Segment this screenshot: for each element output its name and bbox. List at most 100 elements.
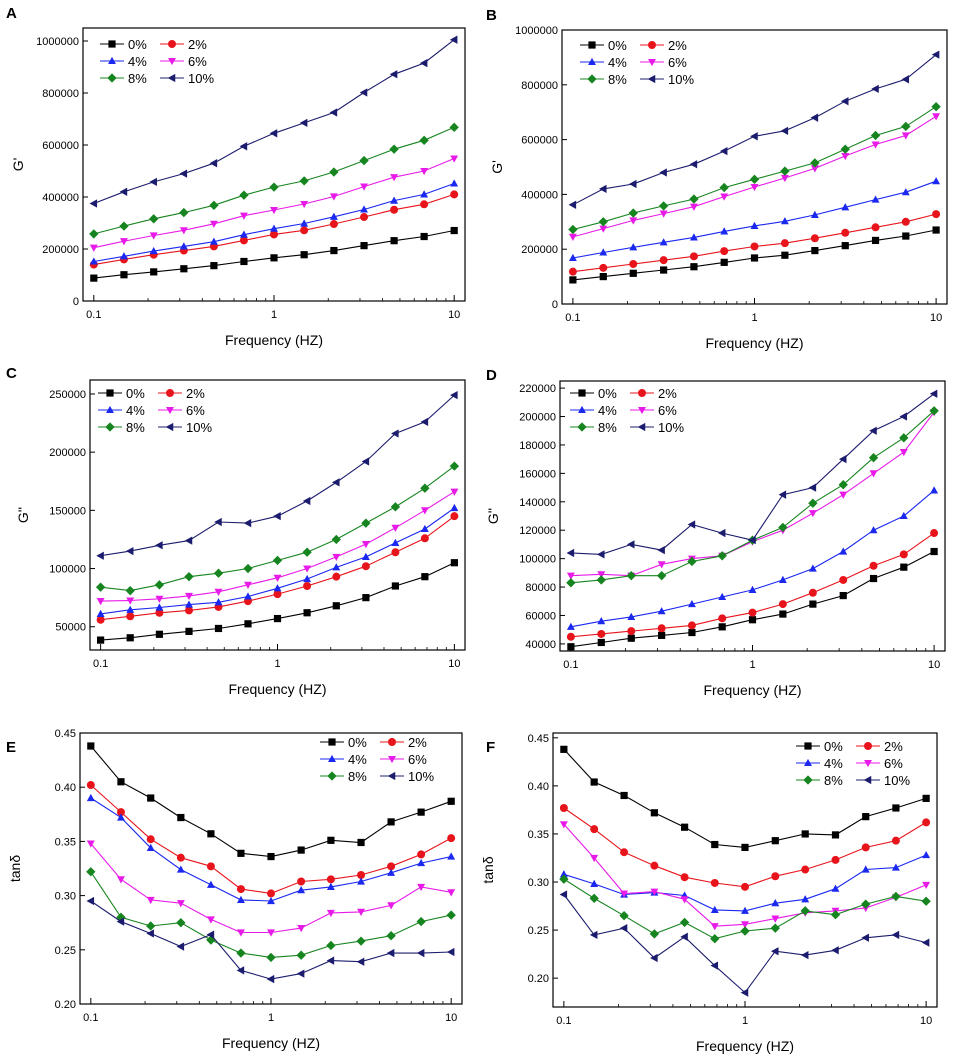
data-point [391,538,400,546]
legend-e: 0% 2% 4% 6% 8% 10% [320,735,434,784]
legend-item: 10% [160,71,214,86]
legend-item: 2% [630,386,677,401]
data-point [657,607,666,615]
data-point [891,930,900,940]
data-point [390,174,399,182]
data-point [741,906,749,914]
data-point [149,214,159,224]
legend-item: 4% [796,756,843,771]
data-point [861,865,870,873]
data-point [780,239,789,248]
data-point [176,918,186,928]
data-point [297,925,306,933]
legend-item: 10% [158,420,212,435]
data-point [720,193,729,201]
data-point [214,588,223,596]
legend-label: 2% [186,386,205,401]
data-point [417,858,426,867]
y-tick-label: 0.35 [528,829,549,841]
series-d-6pct [566,409,939,580]
series-line [90,871,452,958]
data-point [840,144,850,154]
data-point [811,246,819,255]
data-point [868,453,879,463]
panel-letter-f: F [486,739,495,756]
data-point [420,524,429,533]
data-point [450,226,458,235]
data-point [95,582,106,592]
series-f-6pct [559,821,931,931]
data-point [326,956,335,965]
data-point [620,791,628,800]
legend-item: 2% [856,739,903,754]
data-point [629,259,638,268]
data-point [801,830,809,838]
y-tick-label: 200000 [42,244,79,256]
data-point [207,830,215,838]
data-point [750,132,758,141]
x-axis-title-f: Frequency (HZ) [696,1038,794,1054]
data-point [861,933,869,942]
chart-panel-d: D 40000 60000 80000 100000 120000 140000 160000… [485,367,946,698]
data-point [810,158,820,168]
legend-marker [168,57,176,66]
data-point [329,193,338,201]
data-point [210,262,218,270]
series-line [570,410,935,584]
data-point [273,590,282,599]
data-point [800,950,809,960]
legend-marker [587,74,597,84]
legend-marker [166,406,174,415]
data-point [89,257,98,265]
data-point [891,863,900,871]
data-point [240,257,248,266]
data-point [689,194,699,204]
data-point [244,581,252,589]
data-point [420,167,429,176]
data-point [932,226,940,234]
data-point [597,638,605,647]
x-tick-label: 0.1 [563,659,578,671]
data-point [269,129,278,138]
x-tick-label: 1 [274,658,280,670]
data-point [387,862,396,871]
data-point [360,205,368,213]
legend-label: 10% [186,420,212,435]
data-point [750,254,759,262]
data-point [90,274,98,282]
data-point [391,582,399,590]
data-point [155,603,164,611]
y-tick-label: 200000 [519,412,556,424]
data-point [420,417,429,427]
data-point [720,258,728,266]
data-point [326,940,336,951]
data-point [628,208,638,218]
data-point [450,190,459,199]
legend-item: 6% [380,752,427,767]
data-point [272,555,283,566]
data-point [710,961,719,970]
data-point [116,917,125,926]
series-a-10pct [89,35,458,208]
data-point [120,252,128,260]
legend-label: 0% [126,386,145,401]
data-point [710,905,719,913]
series-c-6pct [96,488,459,606]
y-tick-label: 40000 [525,639,556,651]
data-point [450,512,459,521]
data-point [568,224,578,235]
data-point [899,550,908,559]
data-point [748,536,756,545]
data-point [357,871,366,880]
data-point [209,237,218,245]
x-tick-label: 10 [448,658,460,670]
data-point [176,942,185,951]
data-point [599,273,607,281]
data-point [921,938,930,947]
legend-item: 2% [380,735,427,750]
data-point [86,840,95,848]
data-point [96,609,105,617]
data-point [680,873,689,882]
legend-item: 6% [630,403,677,418]
data-point [810,234,819,243]
